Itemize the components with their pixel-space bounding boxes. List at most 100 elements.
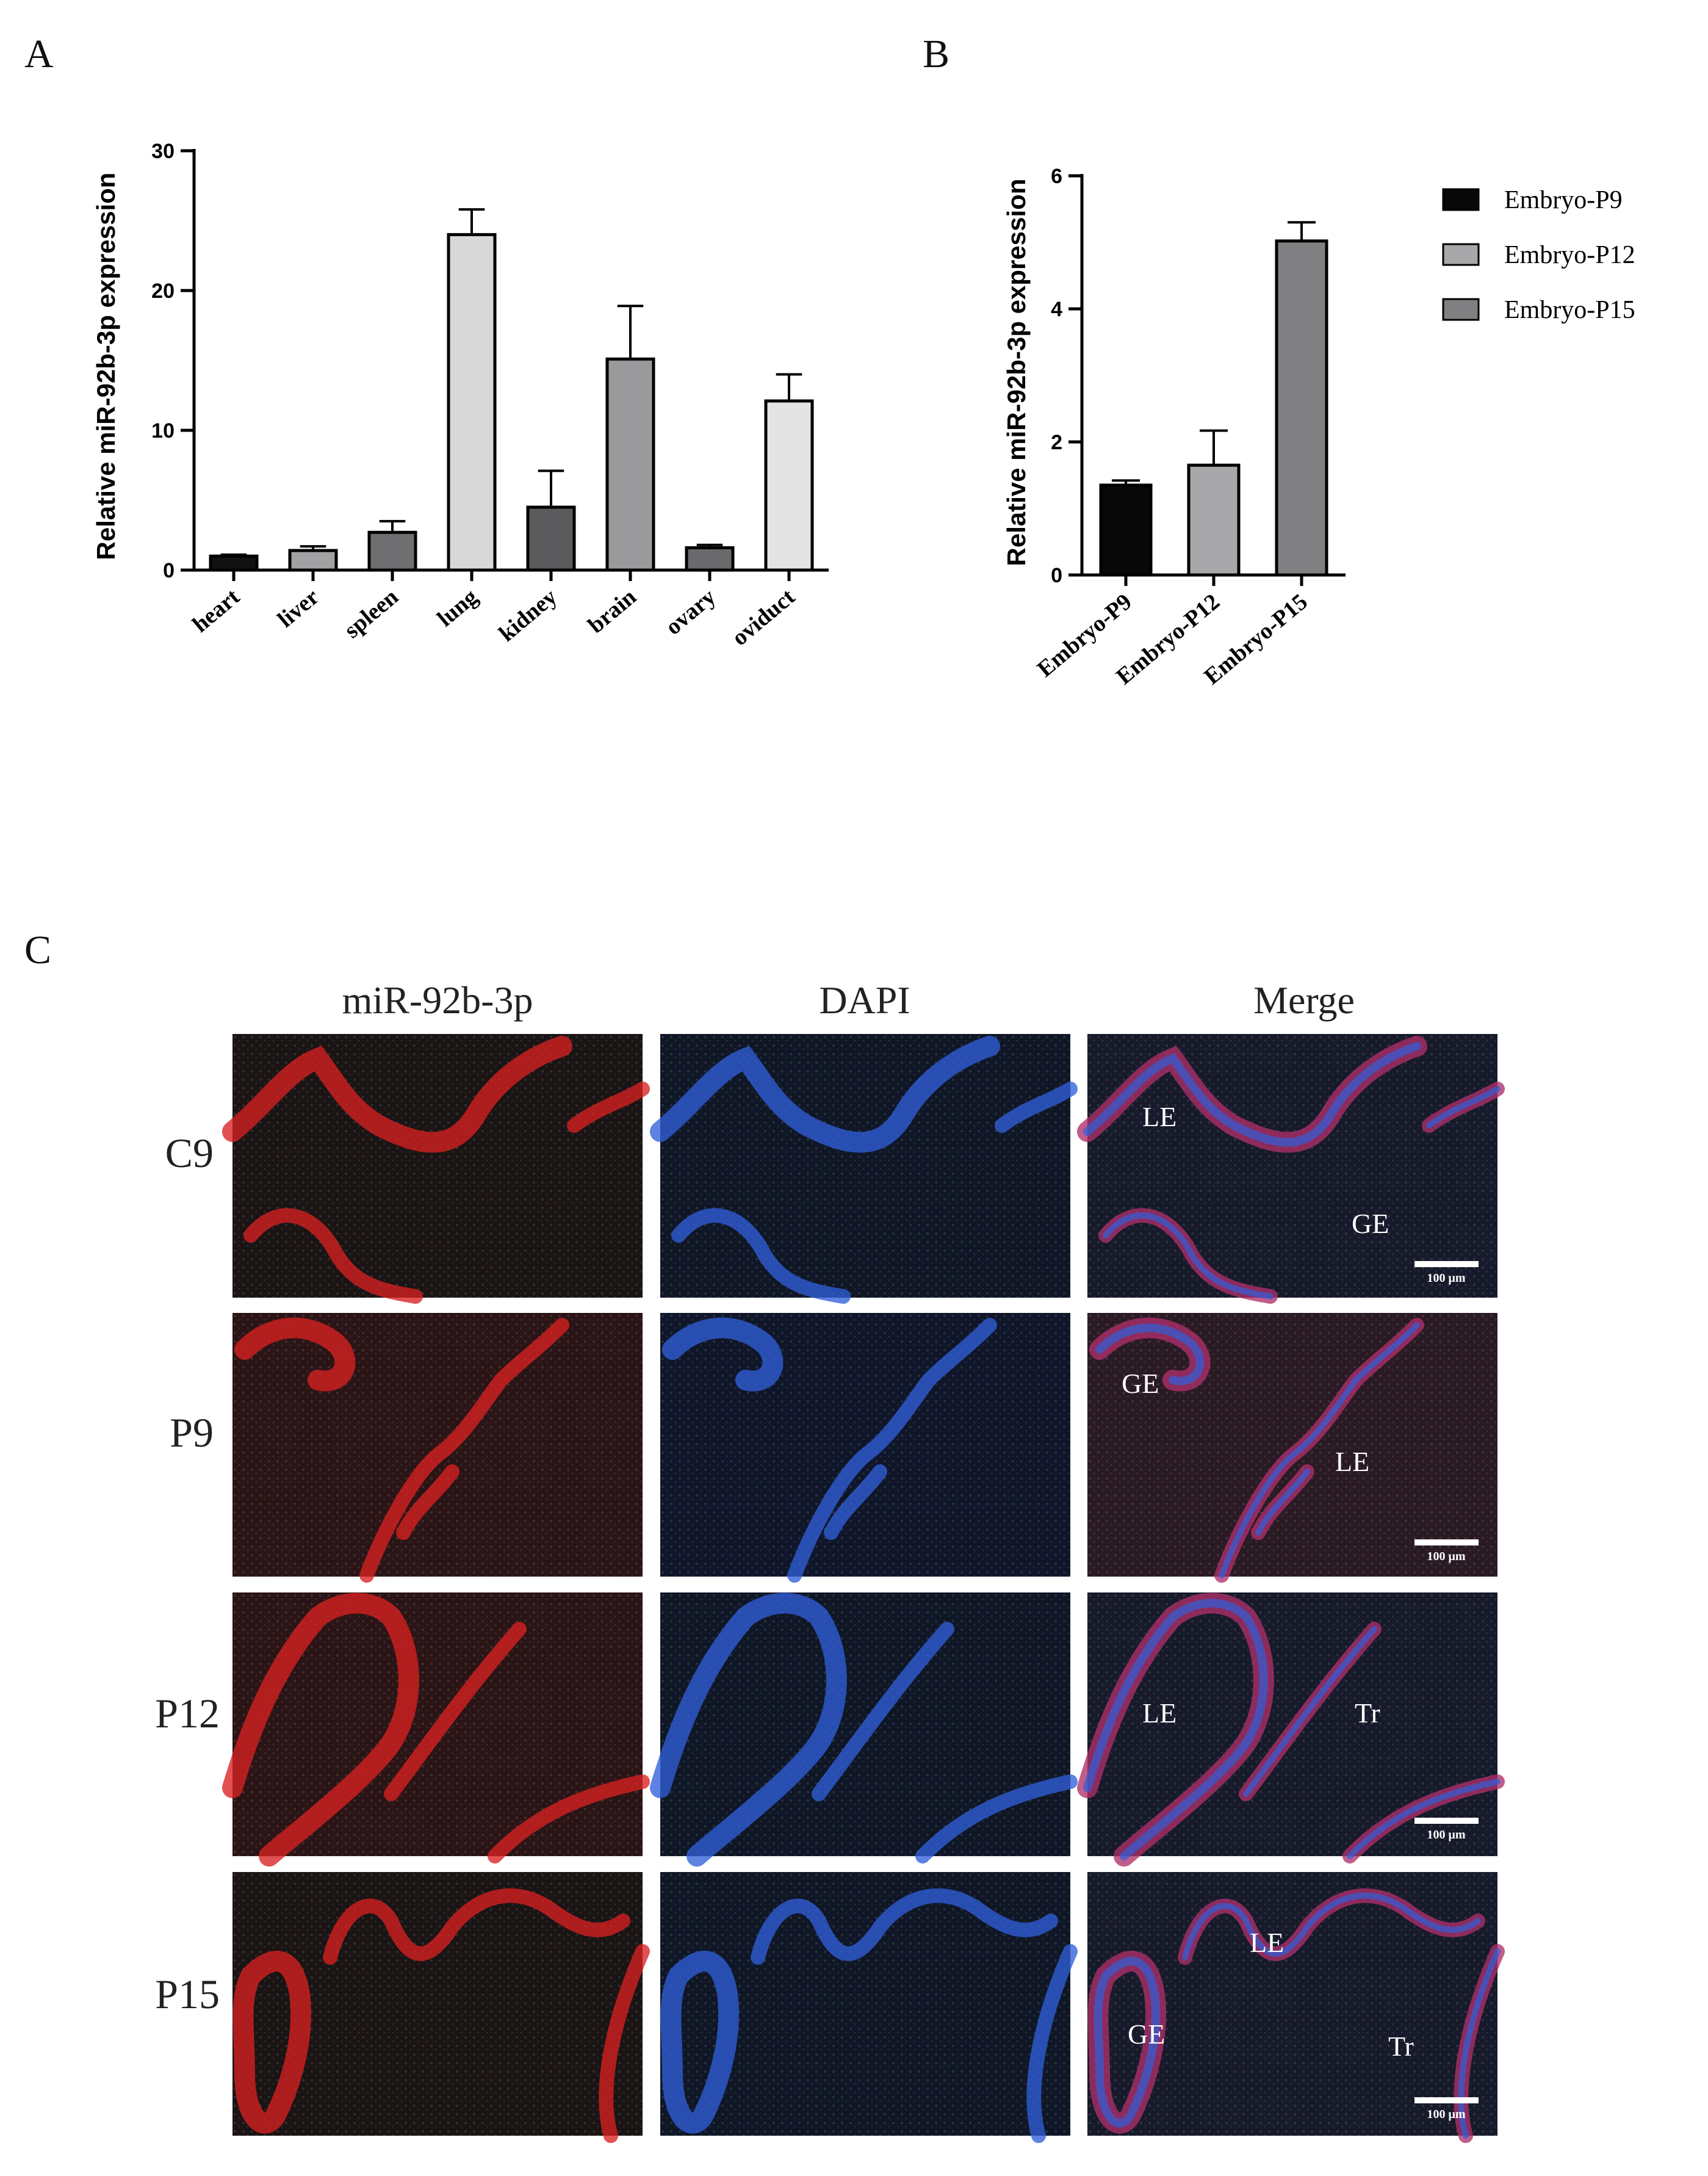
tissue-layer (915, 1774, 1078, 1863)
chart-b-bar-embryo-p12 (1187, 463, 1241, 577)
tissue-layer-inner (1103, 1212, 1274, 1299)
merge-p12-label-le: LE (1142, 1697, 1177, 1729)
tissue-layer (222, 1592, 419, 1867)
chart-a-bar-heart (209, 554, 259, 572)
row-label-p15: P15 (155, 1971, 220, 2017)
column-header-dapi: DAPI (819, 978, 910, 1022)
panel-b-letter: B (923, 32, 949, 76)
chart-a: Relative miR-92b-3p expression 0 10 20 30 he… (92, 140, 829, 651)
chart-a-bar-spleen (367, 530, 417, 572)
tissue-layer-inner (1182, 1892, 1481, 1961)
tissue-layer (599, 1944, 650, 2143)
scale-label-p15: 100 μm (1427, 2108, 1466, 2121)
legend-label-p9: Embryo-P9 (1504, 186, 1623, 214)
tissue-layer-inner (1083, 1042, 1421, 1147)
chart-a-bar-kidney (526, 505, 576, 572)
chart-a-ytick-label: 10 (151, 419, 175, 443)
row-label-c9: C9 (165, 1130, 214, 1176)
chart-a-bar-brain (605, 357, 655, 572)
tissue-layer-inner (1083, 1599, 1268, 1860)
chart-b-ytick-label: 0 (1051, 564, 1062, 587)
chart-b-ylabel: Relative miR-92b-3p expression (1002, 179, 1031, 566)
chart-a-category-label: heart (188, 584, 245, 638)
tissue-layer-inner (1426, 1086, 1501, 1129)
tissue-layer (824, 1464, 887, 1540)
merge-p15-label-tr: Tr (1388, 2031, 1414, 2062)
tissue-layer (396, 1464, 459, 1540)
legend-swatch-p12 (1442, 243, 1480, 266)
tissue-layer (323, 1888, 630, 1965)
micrograph-tile-c9-red (222, 1034, 650, 1304)
chart-a-category-label: liver (273, 584, 324, 633)
scale-bar-c9 (1414, 1261, 1479, 1267)
merge-p15-label-ge: GE (1128, 2019, 1165, 2050)
merge-p15-label-le: LE (1250, 1927, 1284, 1958)
micrograph-tile-p12-merge (1077, 1592, 1505, 1867)
tissue-layer (488, 1774, 650, 1863)
micrograph-grid: miR-92b-3p DAPI Merge C9 P9 P12 P15 LE G… (155, 978, 1505, 2143)
tissue-layer (359, 1318, 569, 1583)
chart-a-bar-liver (288, 549, 338, 572)
tissue-layer (660, 1951, 739, 2134)
micrograph-tile-p15-red (232, 1872, 650, 2143)
row-label-p9: P9 (170, 1409, 214, 1456)
tile-texture (232, 1313, 643, 1577)
tissue-layer-inner (1243, 1626, 1377, 1797)
micrograph-tile-p9-blue (660, 1313, 1070, 1583)
tissue-layer (650, 1036, 1000, 1153)
chart-a-bar-oviduct (764, 399, 814, 572)
micrograph-tile-p15-blue (660, 1872, 1078, 2143)
chart-a-category-label: brain (583, 584, 641, 638)
tissue-layer-inner (1347, 1779, 1501, 1859)
chart-a-category-label: oviduct (727, 584, 800, 651)
merge-c9-label-le: LE (1142, 1101, 1177, 1132)
chart-b-ytick-label: 4 (1051, 298, 1062, 321)
tissue-layer (995, 1082, 1078, 1133)
chart-a-category-label: lung (433, 584, 483, 632)
micrograph-tile-p12-blue (650, 1592, 1078, 1867)
tissue-layer (222, 1036, 572, 1153)
chart-a-category-label: spleen (339, 584, 403, 643)
tissue-layer (234, 1317, 356, 1392)
tissue-layer (751, 1888, 1058, 1965)
micrograph-tile-c9-merge (1077, 1034, 1505, 1304)
merge-c9-label-ge: GE (1352, 1208, 1389, 1239)
chart-a-category-label: ovary (661, 584, 721, 640)
chart-a-bar-ovary (685, 546, 735, 572)
chart-b-legend: Embryo-P9 Embryo-P12 Embryo-P15 (1442, 186, 1635, 324)
tissue-layer (384, 1622, 527, 1801)
tissue-layer (1026, 1944, 1078, 2143)
row-label-p12: P12 (155, 1690, 220, 1737)
scale-bar-p9 (1414, 1539, 1479, 1545)
tissue-layer (662, 1317, 784, 1392)
chart-a-ylabel: Relative miR-92b-3p expression (92, 173, 120, 560)
legend-label-p12: Embryo-P12 (1504, 241, 1635, 269)
tissue-layer-inner (1458, 1948, 1501, 2139)
column-header-mir: miR-92b-3p (342, 978, 533, 1022)
tissue-layer (232, 1951, 311, 2134)
tissue-layer-inner (1094, 1957, 1160, 2128)
chart-a-bar-lung (447, 233, 497, 572)
panel-a-letter: A (24, 32, 54, 76)
micrograph-tile-p15-merge (1087, 1872, 1505, 2143)
chart-a-ytick-label: 0 (163, 559, 175, 582)
chart-a-ytick-label: 20 (151, 280, 175, 303)
merge-p12-label-tr: Tr (1355, 1697, 1380, 1729)
micrograph-tile-p9-merge (1087, 1313, 1497, 1583)
tissue-layer-inner (1255, 1469, 1310, 1536)
tile-texture (660, 1313, 1070, 1577)
micrograph-tile-p9-red (232, 1313, 643, 1583)
legend-swatch-p15 (1442, 298, 1480, 321)
tissue-layer (787, 1318, 997, 1583)
scale-bar-p15 (1414, 2097, 1479, 2103)
tissue-layer (812, 1622, 954, 1801)
legend-swatch-p9 (1442, 188, 1480, 211)
chart-b-ytick-label: 6 (1051, 165, 1062, 188)
tissue-layer-inner (1219, 1322, 1420, 1578)
tissue-layer (650, 1592, 847, 1867)
tissue-layer-inner (1095, 1323, 1205, 1386)
micrograph-tile-p12-red (222, 1592, 650, 1867)
